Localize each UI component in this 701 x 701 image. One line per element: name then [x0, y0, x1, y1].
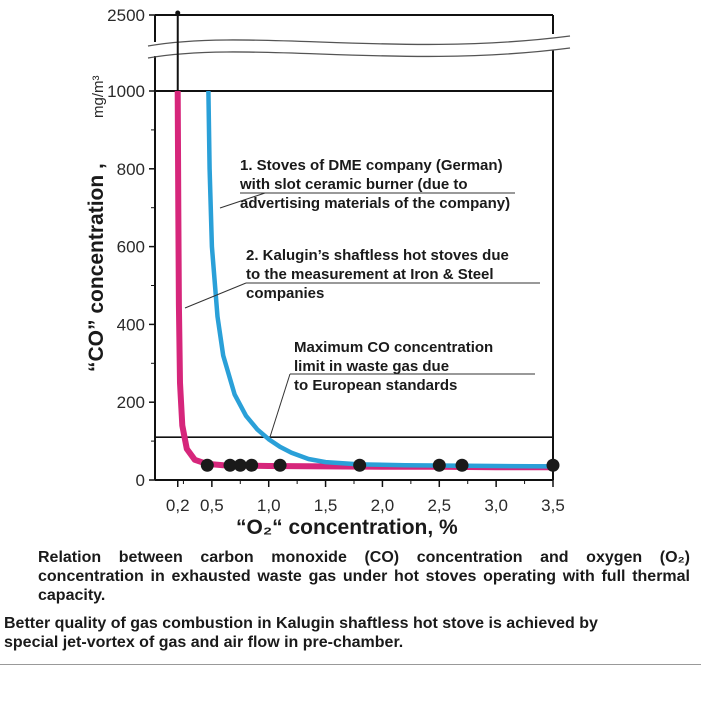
annotation-2-line: companies [246, 285, 324, 302]
measurement-point [273, 458, 287, 472]
x-axis-label: “O₂“ concentration, % [236, 516, 458, 539]
measurement-points [200, 458, 560, 472]
x-tick-label: 0,5 [200, 496, 224, 515]
y-tick-label: 200 [117, 393, 145, 412]
y-tick-label: 2500 [107, 6, 145, 25]
measurement-point [455, 458, 469, 472]
annotation-3-line: to European standards [294, 377, 457, 394]
y-tick-label: 0 [136, 471, 145, 490]
axis-ticks: 0 200 400 600 800 1000 2500 0,2 0,5 1,0 1,5 2,0 2,5 3… [107, 6, 565, 515]
measurement-point [223, 458, 237, 472]
divider [0, 664, 701, 665]
y-axis-unit: mg/m³ [90, 76, 107, 119]
annotation-leader [269, 373, 291, 438]
measurement-point [353, 458, 367, 472]
x-tick-label: 0,2 [166, 496, 190, 515]
co-o2-chart: 0 200 400 600 800 1000 2500 0,2 0,5 1,0 1,5 2,0 2,5 3… [85, 6, 571, 539]
measurement-point [200, 458, 214, 472]
annotation-3-line: limit in waste gas due [294, 358, 449, 375]
y-tick-label: 400 [117, 315, 145, 334]
measurement-point [546, 458, 560, 472]
x-tick-label: 1,0 [257, 496, 281, 515]
plot-frame [147, 10, 571, 481]
x-tick-label: 3,5 [541, 496, 565, 515]
annotation-2-line: to the measurement at Iron & Steel [246, 266, 494, 283]
annotation-3-line: Maximum CO concentration [294, 339, 493, 356]
x-tick-label: 2,0 [371, 496, 395, 515]
x-tick-label: 1,5 [314, 496, 338, 515]
quality-caption: Better quality of gas combustion in Kalu… [4, 615, 598, 651]
y-tick-label: 800 [117, 160, 145, 179]
measurement-point [432, 458, 446, 472]
y-axis-label: “CO” concentration , [85, 163, 108, 372]
annotation-1-line: advertising materials of the company) [240, 195, 510, 212]
x-tick-label: 3,0 [484, 496, 508, 515]
relation-caption: Relation between carbon monoxide (CO) co… [38, 549, 690, 604]
annotation-leader [219, 192, 266, 209]
measurement-point [233, 458, 247, 472]
annotation-leader [184, 282, 247, 309]
annotation-1-line: with slot ceramic burner (due to [239, 176, 468, 193]
y-tick-label: 600 [117, 238, 145, 257]
axis-break-upper [147, 35, 571, 47]
x-tick-label: 2,5 [427, 496, 451, 515]
annotation-2-line: 2. Kalugin’s shaftless hot stoves due [246, 247, 509, 264]
series-line-2 [206, 90, 554, 469]
measurement-point [245, 458, 259, 472]
connector-dot [175, 10, 181, 16]
y-tick-label: 1000 [107, 82, 145, 101]
annotation-1-line: 1. Stoves of DME company (German) [240, 157, 503, 174]
axis-break-lower [147, 47, 571, 59]
annotations: 1. Stoves of DME company (German) with sl… [184, 157, 540, 438]
